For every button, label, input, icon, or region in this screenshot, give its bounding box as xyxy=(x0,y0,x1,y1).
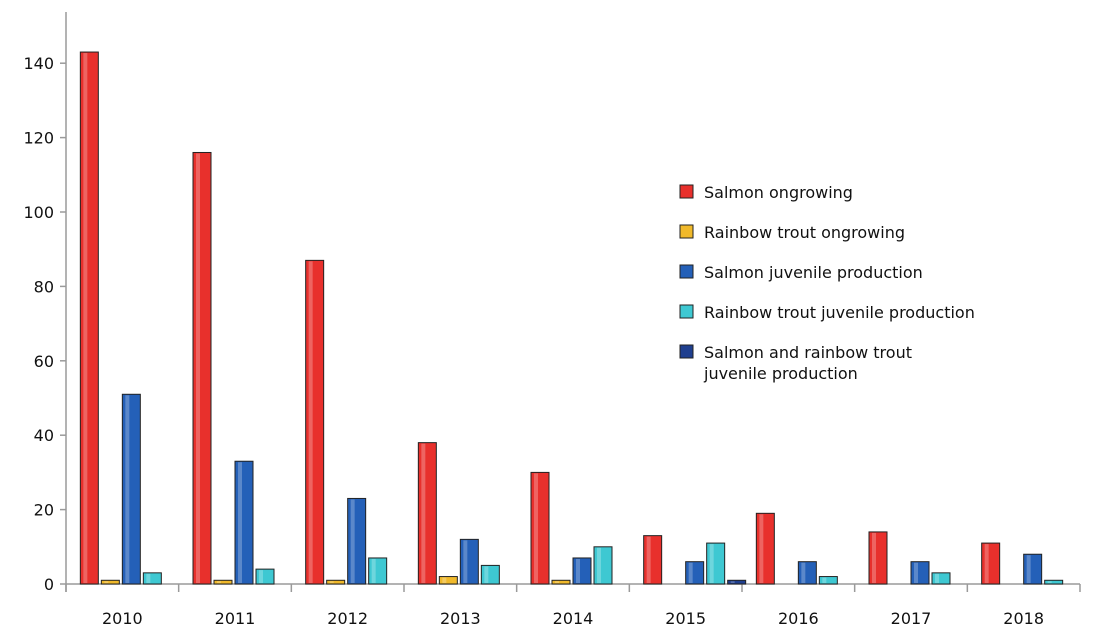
y-tick-label: 140 xyxy=(23,54,54,73)
bar-highlight xyxy=(442,577,447,583)
y-tick-label: 60 xyxy=(34,352,54,371)
bar-highlight xyxy=(308,261,313,583)
bar-highlight xyxy=(196,153,200,584)
bar xyxy=(572,557,592,585)
bar xyxy=(326,579,346,585)
bar xyxy=(480,564,500,585)
bar xyxy=(868,531,888,585)
legend-swatch xyxy=(679,264,694,279)
bar xyxy=(797,561,817,585)
legend-label: Salmon juvenile production xyxy=(704,263,923,282)
bar xyxy=(79,51,99,585)
bars xyxy=(79,51,1064,585)
bar xyxy=(910,561,930,585)
bar-highlight xyxy=(984,544,989,583)
x-tick-label: 2012 xyxy=(327,609,368,628)
bar-highlight xyxy=(1026,555,1031,583)
bar xyxy=(530,471,550,585)
y-tick-label: 100 xyxy=(23,203,54,222)
bar xyxy=(931,572,951,585)
bar xyxy=(643,535,663,585)
bar-highlight xyxy=(688,562,693,583)
bar xyxy=(142,572,162,585)
bar xyxy=(255,568,275,585)
y-axis: 0 20 40 60 80 100 120 140 xyxy=(23,12,67,594)
x-tick-label: 2010 xyxy=(102,609,143,628)
bar-highlight xyxy=(597,547,601,583)
bar-highlight xyxy=(822,577,827,583)
bar-highlight xyxy=(463,540,468,583)
legend-swatch xyxy=(679,344,694,359)
bar xyxy=(981,542,1001,585)
bar-highlight xyxy=(759,514,764,583)
bar-highlight xyxy=(350,499,355,583)
bar-highlight xyxy=(709,544,714,583)
bar xyxy=(438,576,458,585)
bar-highlight xyxy=(1047,581,1052,583)
bar xyxy=(459,538,479,585)
bar xyxy=(417,442,437,585)
bar xyxy=(551,579,571,585)
bar-highlight xyxy=(83,53,88,584)
bar xyxy=(305,259,325,585)
bar-highlight xyxy=(259,570,263,583)
bar-highlight xyxy=(329,581,334,583)
bar-highlight xyxy=(217,581,221,583)
bar xyxy=(192,151,212,585)
bar xyxy=(818,576,838,585)
bar xyxy=(685,561,705,585)
x-tick-label: 2016 xyxy=(778,609,819,628)
bar xyxy=(213,579,233,585)
y-tick-label: 20 xyxy=(34,501,54,520)
x-tick-label: 2018 xyxy=(1003,609,1044,628)
bar xyxy=(121,393,141,585)
bar-highlight xyxy=(555,581,559,583)
bar-highlight xyxy=(801,562,806,583)
x-tick-label: 2015 xyxy=(665,609,706,628)
y-tick-label: 40 xyxy=(34,426,54,445)
bar xyxy=(368,557,388,585)
legend-label: Rainbow trout ongrowing xyxy=(704,223,905,242)
bar-highlight xyxy=(421,443,426,583)
x-tick-label: 2017 xyxy=(891,609,932,628)
bar-highlight xyxy=(484,566,489,583)
bar xyxy=(1044,579,1064,585)
y-tick-label: 0 xyxy=(44,575,54,594)
x-axis: 2010 2011 2012 2013 2014 2015 2016 2017 2018 xyxy=(65,583,1081,628)
bar-highlight xyxy=(146,573,151,583)
bar-highlight xyxy=(238,462,242,583)
bar xyxy=(706,542,726,585)
legend-swatch xyxy=(679,184,694,199)
x-tick-label: 2014 xyxy=(553,609,594,628)
bar xyxy=(755,512,775,585)
x-tick-label: 2011 xyxy=(215,609,256,628)
y-tick-label: 120 xyxy=(23,129,54,148)
legend-label: Salmon and rainbow trout xyxy=(704,343,912,362)
legend: Salmon ongrowing Rainbow trout ongrowing S… xyxy=(679,183,975,383)
bar-highlight xyxy=(125,395,130,583)
bar-highlight xyxy=(646,536,651,583)
bar xyxy=(234,460,254,585)
bar-highlight xyxy=(730,581,735,583)
bar xyxy=(347,497,367,585)
bar-highlight xyxy=(914,562,918,583)
legend-label: Salmon ongrowing xyxy=(704,183,853,202)
legend-swatch xyxy=(679,304,694,319)
bar-highlight xyxy=(104,581,109,583)
legend-label: Rainbow trout juvenile production xyxy=(704,303,975,322)
bar-highlight xyxy=(534,473,538,583)
bar xyxy=(727,579,747,585)
bar xyxy=(100,579,120,585)
legend-label: juvenile production xyxy=(703,364,858,383)
x-tick-label: 2013 xyxy=(440,609,481,628)
bar-highlight xyxy=(872,532,876,583)
bar xyxy=(593,546,613,585)
y-tick-label: 80 xyxy=(34,277,54,296)
bar-highlight xyxy=(576,558,580,583)
bar-highlight xyxy=(371,558,376,583)
legend-swatch xyxy=(679,224,694,239)
bar-highlight xyxy=(935,573,939,583)
bar xyxy=(1023,553,1043,585)
